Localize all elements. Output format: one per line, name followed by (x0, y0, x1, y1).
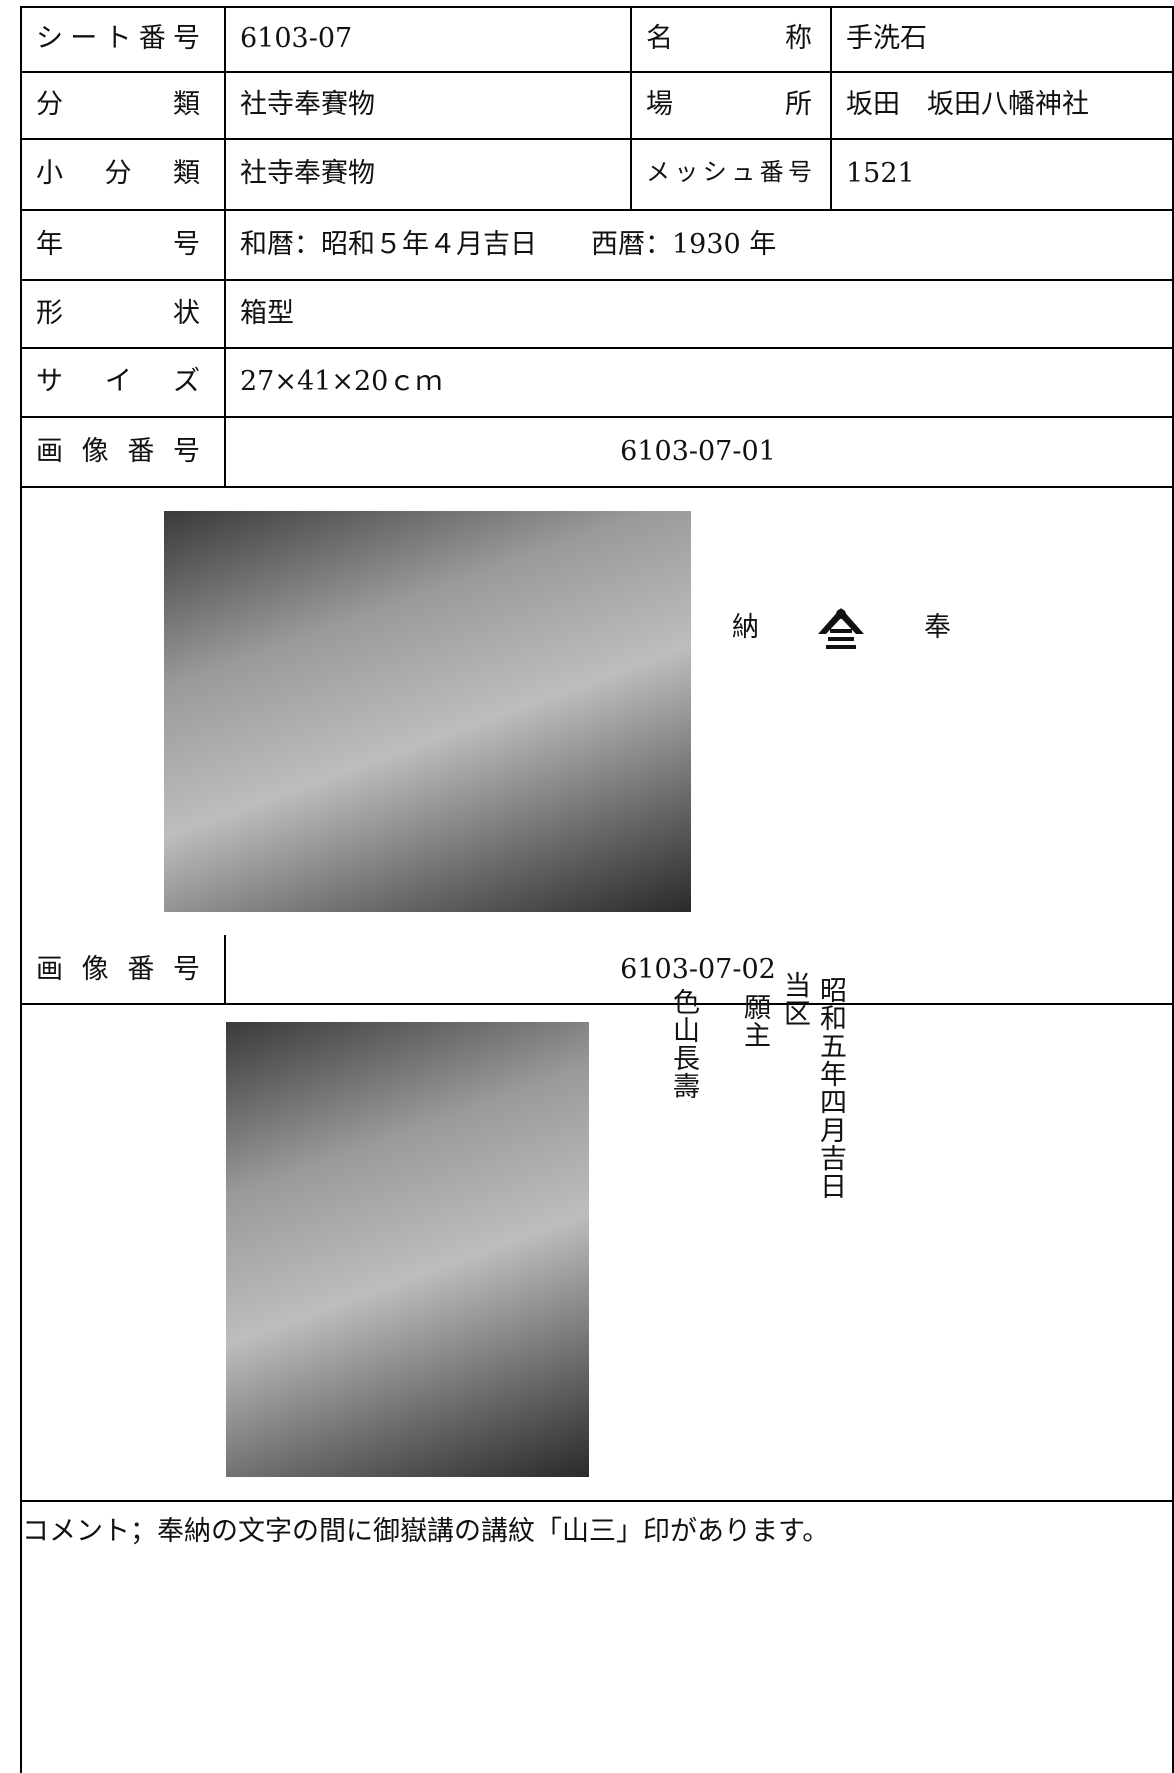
inscription: 色山長壽 (668, 988, 699, 1100)
image-number: 6103-07-01 (620, 435, 776, 467)
inscription: 願主 (739, 993, 770, 1049)
field-label: シート番号 (36, 23, 200, 54)
field-label: 場所 (646, 89, 812, 120)
rule (1172, 6, 1174, 1773)
rule (20, 347, 1174, 349)
field-value: 6103-07 (240, 23, 353, 54)
rule (20, 6, 22, 1773)
rule (630, 138, 632, 209)
field-label: 名称 (646, 23, 812, 54)
rule (224, 416, 226, 486)
rule (20, 416, 1174, 418)
image-label: 画像番号 (36, 435, 200, 467)
photo-side (226, 1022, 589, 1477)
rule (630, 71, 632, 138)
rule (224, 71, 226, 138)
field-value: 和暦：昭和５年４月吉日 西暦：1930 年 (240, 228, 777, 260)
mountain-crest (818, 608, 864, 649)
rule (630, 6, 632, 71)
rule (20, 138, 1174, 140)
comment: コメント；奉納の文字の間に御嶽講の講紋「山三」印があります。 (22, 1516, 830, 1547)
field-label: 年号 (36, 228, 200, 260)
rule (20, 71, 1174, 73)
field-value: 坂田 坂田八幡神社 (846, 89, 1089, 120)
field-value: 手洗石 (846, 23, 927, 54)
inscription: 納 (732, 612, 759, 643)
rule (224, 138, 226, 209)
rule (224, 347, 226, 416)
field-label: メッシュ番号 (646, 158, 812, 186)
field-value: 社寺奉賽物 (240, 89, 375, 120)
field-label: サイズ (36, 366, 200, 397)
inscription: 奉 (924, 612, 951, 643)
field-label: 分類 (36, 89, 200, 120)
field-label: 形状 (36, 297, 200, 329)
rule (224, 6, 226, 71)
rule (20, 279, 1174, 281)
rule (830, 6, 832, 71)
rule (830, 138, 832, 209)
field-value: 社寺奉賽物 (240, 158, 375, 189)
rule (224, 935, 226, 1003)
image-label: 画像番号 (36, 953, 200, 985)
field-value: 箱型 (240, 297, 294, 329)
field-label: 小分類 (36, 158, 200, 189)
rule (20, 486, 1174, 488)
inscription: 当区 (779, 971, 810, 1027)
image-number: 6103-07-02 (620, 953, 776, 985)
rule (20, 209, 1174, 211)
rule (224, 209, 226, 279)
rule (20, 1500, 1174, 1502)
rule (20, 6, 1174, 8)
field-value: 1521 (846, 158, 915, 189)
field-value: 27×41×20ｃｍ (240, 366, 443, 397)
rule (224, 279, 226, 347)
rule (20, 1003, 1174, 1005)
rule (830, 71, 832, 138)
inscription: 昭和五年四月吉日 (815, 976, 846, 1200)
photo-front (164, 511, 691, 912)
